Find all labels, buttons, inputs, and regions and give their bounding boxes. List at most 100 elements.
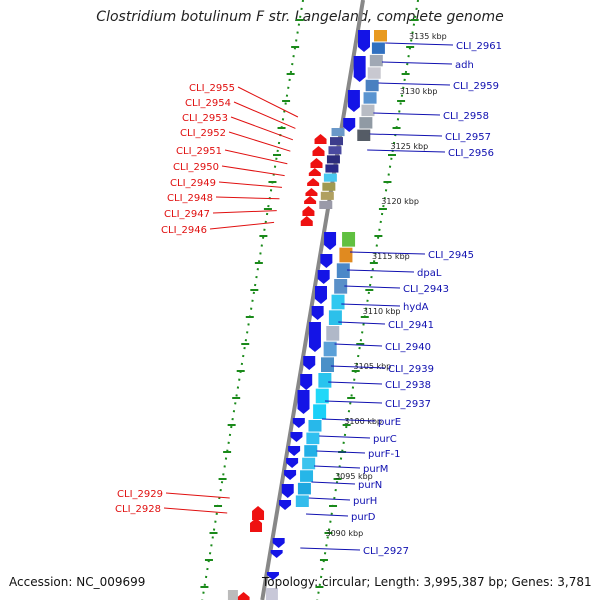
forward-label-leader bbox=[321, 418, 376, 422]
feature-track-block bbox=[326, 155, 340, 164]
gene-label-cli_2953[interactable]: CLI_2953 bbox=[182, 113, 228, 124]
reverse-gene-arrow[interactable] bbox=[307, 178, 320, 186]
gene-label-cli_2939[interactable]: CLI_2939 bbox=[388, 364, 434, 375]
reverse-gene-arrow[interactable] bbox=[252, 506, 265, 520]
kbp-label: 3120 kbp bbox=[381, 197, 419, 206]
forward-label-leader bbox=[381, 61, 453, 65]
feature-track-block bbox=[331, 128, 345, 137]
feature-track-block bbox=[328, 146, 342, 155]
gene-label-dpal[interactable]: dpaL bbox=[417, 268, 442, 279]
forward-gene-arrow[interactable] bbox=[300, 374, 313, 390]
reverse-label-leader bbox=[237, 86, 299, 118]
reverse-gene-arrow[interactable] bbox=[308, 168, 321, 176]
gene-label-cli_2945[interactable]: CLI_2945 bbox=[428, 250, 474, 261]
forward-gene-arrow[interactable] bbox=[272, 538, 285, 548]
forward-gene-arrow[interactable] bbox=[281, 484, 294, 498]
reverse-gene-arrow[interactable] bbox=[304, 196, 317, 204]
forward-label-leader bbox=[300, 547, 361, 551]
forward-label-leader bbox=[324, 400, 383, 404]
gene-label-cli_2955[interactable]: CLI_2955 bbox=[189, 83, 235, 94]
reverse-gene-arrow[interactable] bbox=[312, 146, 325, 156]
gene-label-cli_2941[interactable]: CLI_2941 bbox=[388, 320, 434, 331]
gene-label-hyda[interactable]: hydA bbox=[403, 302, 429, 313]
gene-label-purm[interactable]: purM bbox=[363, 464, 388, 475]
gene-label-cli_2958[interactable]: CLI_2958 bbox=[443, 111, 489, 122]
gene-label-purh[interactable]: purH bbox=[353, 496, 377, 507]
kbp-label: 3115 kbp bbox=[372, 252, 410, 261]
feature-track-block bbox=[265, 588, 278, 600]
gene-label-cli_2928[interactable]: CLI_2928 bbox=[115, 504, 161, 515]
reverse-gene-arrow[interactable] bbox=[300, 216, 313, 226]
feature-track-block bbox=[374, 30, 387, 42]
forward-gene-arrow[interactable] bbox=[353, 56, 366, 82]
reverse-label-leader bbox=[221, 165, 285, 177]
gene-label-cli_2950[interactable]: CLI_2950 bbox=[173, 162, 219, 173]
feature-track-block bbox=[336, 263, 350, 278]
gene-label-cli_2940[interactable]: CLI_2940 bbox=[385, 342, 431, 353]
forward-gene-arrow[interactable] bbox=[290, 432, 303, 442]
forward-gene-arrow[interactable] bbox=[292, 418, 305, 428]
forward-gene-arrow[interactable] bbox=[320, 254, 333, 268]
reverse-gene-arrow[interactable] bbox=[237, 592, 250, 600]
forward-gene-arrow[interactable] bbox=[311, 306, 324, 320]
gene-label-cli_2937[interactable]: CLI_2937 bbox=[385, 399, 431, 410]
forward-guide-line bbox=[316, 0, 420, 600]
gene-label-cli_2929[interactable]: CLI_2929 bbox=[117, 489, 163, 500]
forward-gene-arrow[interactable] bbox=[270, 550, 283, 558]
gene-label-cli_2927[interactable]: CLI_2927 bbox=[363, 546, 409, 557]
gene-label-cli_2938[interactable]: CLI_2938 bbox=[385, 380, 431, 391]
reverse-gene-arrow[interactable] bbox=[310, 158, 323, 168]
feature-track-block bbox=[363, 92, 377, 104]
gene-label-purf-1[interactable]: purF-1 bbox=[368, 449, 401, 460]
feature-track-block bbox=[330, 137, 344, 146]
gene-label-cli_2946[interactable]: CLI_2946 bbox=[161, 225, 207, 236]
feature-track-block bbox=[339, 247, 353, 263]
gene-label-cli_2956[interactable]: CLI_2956 bbox=[448, 148, 494, 159]
forward-gene-arrow[interactable] bbox=[314, 286, 327, 304]
gene-label-cli_2954[interactable]: CLI_2954 bbox=[185, 98, 231, 109]
gene-label-cli_2959[interactable]: CLI_2959 bbox=[453, 81, 499, 92]
gene-label-pure[interactable]: purE bbox=[378, 417, 401, 428]
gene-label-cli_2952[interactable]: CLI_2952 bbox=[180, 128, 226, 139]
feature-track-block bbox=[308, 420, 322, 432]
forward-gene-arrow[interactable] bbox=[266, 572, 279, 580]
kbp-label: 3105 kbp bbox=[354, 362, 392, 371]
reverse-gene-arrow[interactable] bbox=[305, 188, 318, 196]
gene-label-purc[interactable]: purC bbox=[373, 434, 397, 445]
reverse-label-leader bbox=[233, 101, 296, 129]
gene-label-cli_2947[interactable]: CLI_2947 bbox=[164, 209, 210, 220]
topology-label: Topology: circular; Length: 3,995,387 bp… bbox=[262, 575, 592, 589]
reverse-label-leader bbox=[165, 492, 230, 499]
gene-label-purn[interactable]: purN bbox=[358, 480, 382, 491]
gene-label-cli_2951[interactable]: CLI_2951 bbox=[176, 146, 222, 157]
forward-gene-arrow[interactable] bbox=[347, 90, 360, 112]
forward-gene-arrow[interactable] bbox=[324, 232, 337, 250]
gene-label-cli_2943[interactable]: CLI_2943 bbox=[403, 284, 449, 295]
gene-label-cli_2948[interactable]: CLI_2948 bbox=[167, 193, 213, 204]
gene-label-adh[interactable]: adh bbox=[455, 60, 474, 71]
forward-gene-arrow[interactable] bbox=[284, 470, 297, 480]
forward-label-leader bbox=[334, 343, 383, 347]
kbp-label: 3090 kbp bbox=[325, 529, 363, 538]
gene-label-purd[interactable]: purD bbox=[351, 512, 376, 523]
forward-gene-arrow[interactable] bbox=[308, 322, 321, 352]
reverse-gene-arrow[interactable] bbox=[302, 206, 315, 216]
forward-label-leader bbox=[319, 435, 371, 439]
gene-label-cli_2957[interactable]: CLI_2957 bbox=[445, 132, 491, 143]
forward-gene-arrow[interactable] bbox=[317, 270, 330, 284]
forward-gene-arrow[interactable] bbox=[303, 356, 316, 370]
forward-gene-arrow[interactable] bbox=[286, 458, 299, 468]
forward-gene-arrow[interactable] bbox=[279, 500, 292, 510]
reverse-gene-arrow[interactable] bbox=[314, 134, 327, 144]
forward-label-leader bbox=[341, 303, 401, 307]
reverse-guide-line bbox=[201, 0, 305, 600]
forward-gene-arrow[interactable] bbox=[343, 118, 356, 132]
forward-gene-arrow[interactable] bbox=[297, 390, 310, 414]
gene-label-cli_2949[interactable]: CLI_2949 bbox=[170, 178, 216, 189]
forward-label-leader bbox=[350, 251, 426, 255]
gene-label-cli_2961[interactable]: CLI_2961 bbox=[456, 41, 502, 52]
forward-gene-arrow[interactable] bbox=[288, 446, 301, 456]
reverse-gene-arrow[interactable] bbox=[250, 518, 263, 532]
forward-gene-arrow[interactable] bbox=[358, 30, 370, 52]
